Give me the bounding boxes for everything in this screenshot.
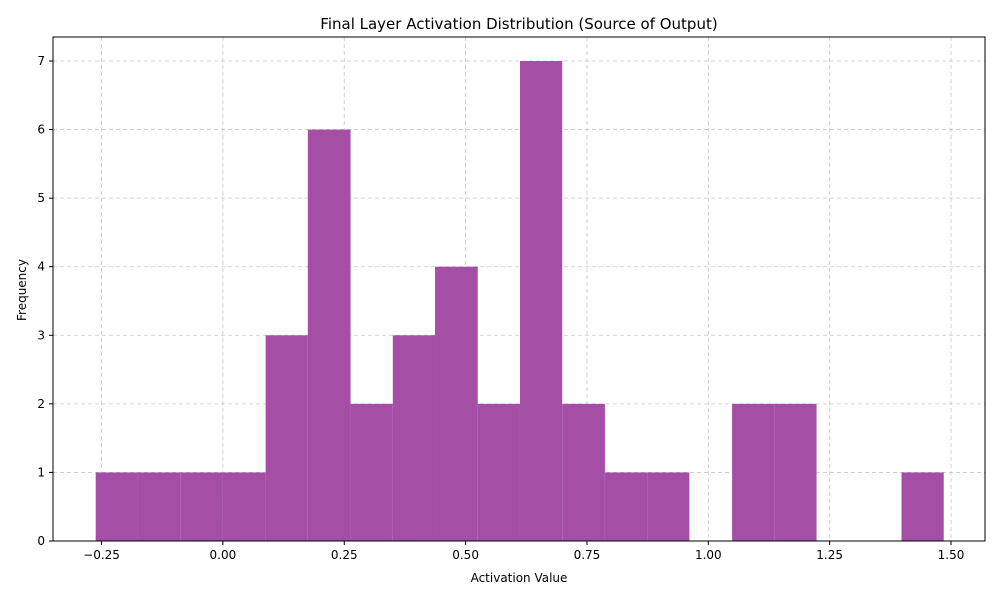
histogram-bar-11	[562, 403, 605, 541]
y-tick-label-7: 7	[37, 54, 45, 68]
histogram-bar-5	[307, 129, 351, 542]
bars-layer	[95, 61, 944, 542]
x-axis-label: Activation Value	[471, 571, 568, 585]
chart-title: Final Layer Activation Distribution (Sou…	[320, 15, 717, 33]
histogram-bar-19	[901, 472, 944, 541]
y-tick-label-0: 0	[37, 534, 45, 548]
y-axis-label: Frequency	[15, 259, 29, 321]
y-tick-label-2: 2	[37, 397, 45, 411]
histogram-bar-16	[774, 403, 817, 541]
x-tick-label-6: 1.25	[816, 548, 843, 562]
x-tick-label-7: 1.50	[938, 548, 965, 562]
x-tick-label-2: 0.25	[331, 548, 358, 562]
y-tick-label-1: 1	[37, 465, 45, 479]
histogram-bar-0	[95, 472, 138, 541]
histogram-bar-2	[180, 472, 223, 541]
histogram-bar-4	[265, 335, 308, 541]
y-tick-label-4: 4	[37, 260, 45, 274]
histogram-bar-15	[732, 403, 775, 541]
x-tick-label-1: 0.00	[210, 548, 237, 562]
histogram-bar-12	[604, 472, 648, 541]
y-tick-label-5: 5	[37, 191, 45, 205]
x-tick-label-3: 0.50	[452, 548, 479, 562]
x-tick-label-0: −0.25	[83, 548, 120, 562]
histogram-bar-8	[435, 266, 478, 541]
histogram-bar-10	[519, 61, 563, 541]
histogram-bar-1	[137, 472, 181, 541]
histogram-bar-7	[392, 335, 436, 541]
plot-frame	[52, 36, 986, 542]
histogram-bar-9	[477, 403, 520, 541]
histogram-bar-13	[647, 472, 690, 541]
y-tick-label-6: 6	[37, 123, 45, 137]
y-tick-label-3: 3	[37, 328, 45, 342]
x-tick-label-5: 1.00	[695, 548, 722, 562]
histogram-bar-6	[350, 403, 393, 541]
histogram-bar-3	[222, 472, 266, 541]
x-tick-label-4: 0.75	[574, 548, 601, 562]
axes-layer: −0.25 0.00 0.25 0.50 0.75 1.00 1.25 1.50 0 1 2 3 4 5 6…	[37, 36, 986, 562]
